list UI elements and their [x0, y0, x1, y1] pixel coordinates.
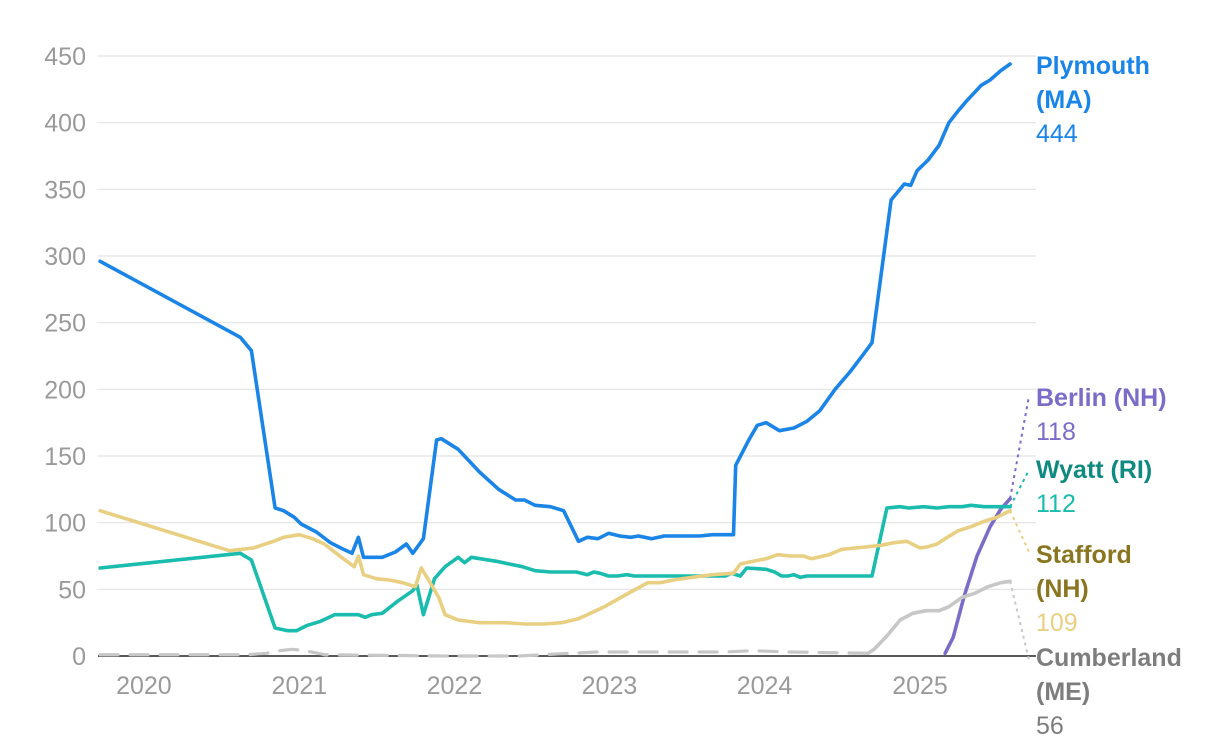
series-line-cumberland-early — [98, 647, 870, 658]
end-labels: Plymouth (MA) 444 Berlin (NH) 118 Wyatt (RI) 1… — [1036, 52, 1182, 740]
label-connector-wyatt — [1009, 469, 1030, 508]
series-value-wyatt: 112 — [1036, 490, 1076, 518]
y-tick-label: 50 — [58, 576, 86, 604]
y-tick-label: 250 — [44, 310, 86, 338]
series-label-plymouth: Plymouth — [1036, 52, 1150, 80]
y-tick-label: 100 — [44, 510, 86, 538]
series-value-berlin: 118 — [1036, 418, 1076, 446]
x-tick-label: 2021 — [272, 672, 328, 700]
x-tick-label: 2024 — [737, 672, 793, 700]
x-tick-label: 2025 — [892, 672, 948, 700]
series-label-cumberland: (ME) — [1036, 678, 1090, 706]
label-connector-stafford — [1009, 510, 1030, 553]
series-line-berlin — [943, 496, 1012, 656]
x-tick-label: 2022 — [427, 672, 483, 700]
series-label-cumberland: Cumberland — [1036, 644, 1182, 672]
y-tick-label: 350 — [44, 176, 86, 204]
label-connector-cumberland — [1009, 581, 1030, 661]
series-line-stafford — [98, 508, 1012, 626]
series-lines — [98, 62, 1012, 658]
label-connectors — [1009, 395, 1030, 661]
y-tick-label: 300 — [44, 243, 86, 271]
series-value-plymouth: 444 — [1036, 120, 1078, 148]
series-line-wyatt — [98, 503, 1012, 633]
y-tick-label: 400 — [44, 110, 86, 138]
series-label-wyatt: Wyatt (RI) — [1036, 456, 1152, 484]
y-tick-label: 0 — [72, 643, 86, 671]
series-label-stafford: Stafford — [1036, 541, 1132, 569]
axes: 0 50 100 150 200 250 300 350 400 450 2020 2021 2022 2… — [44, 43, 1036, 700]
x-tick-label: 2020 — [116, 672, 172, 700]
y-tick-label: 450 — [44, 43, 86, 71]
y-tick-label: 200 — [44, 376, 86, 404]
label-connector-berlin — [1009, 395, 1030, 499]
series-line-plymouth — [98, 62, 1012, 560]
x-tick-label: 2023 — [582, 672, 638, 700]
y-tick-label: 150 — [44, 443, 86, 471]
series-label-plymouth: (MA) — [1036, 86, 1092, 114]
gridlines — [98, 55, 1036, 590]
series-value-stafford: 109 — [1036, 609, 1078, 637]
series-label-stafford: (NH) — [1036, 575, 1089, 603]
series-label-berlin: Berlin (NH) — [1036, 384, 1167, 412]
series-line-cumberland — [866, 579, 1012, 656]
series-value-cumberland: 56 — [1036, 712, 1064, 740]
